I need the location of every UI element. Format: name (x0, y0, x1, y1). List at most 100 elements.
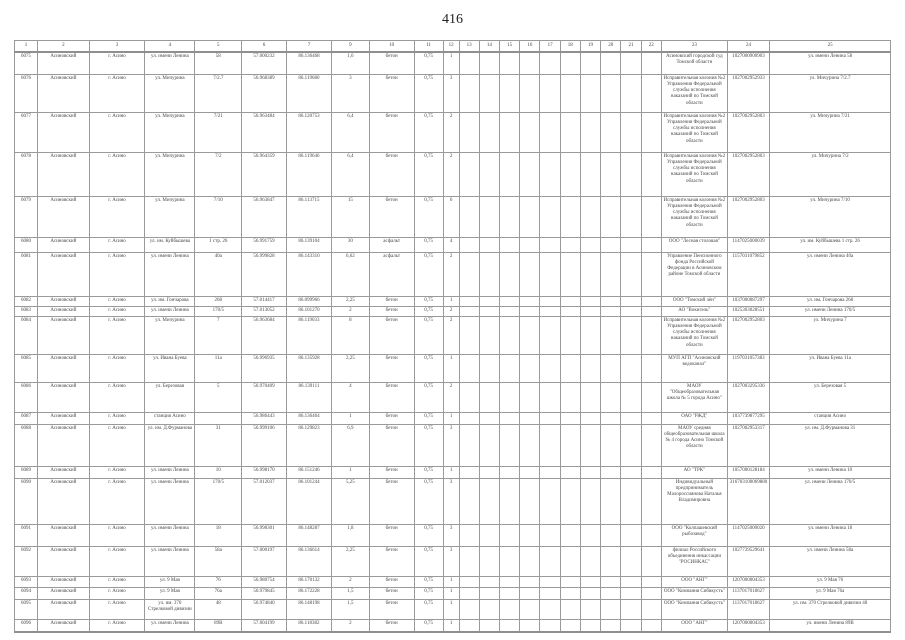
table-cell: 0,75 (413, 305, 444, 317)
table-cell: 1197031057383 (726, 353, 771, 383)
table-cell: 6093 (14, 575, 38, 588)
table-cell: 86.118382 (286, 618, 332, 633)
header-cell: 24 (726, 40, 771, 53)
table-cell (498, 251, 521, 297)
table-cell: ул. имени Ленина (144, 545, 196, 577)
table-cell: ул. Мичурина (144, 195, 196, 238)
table-cell (579, 73, 602, 113)
table-cell (539, 195, 561, 238)
header-cell: 20 (600, 40, 622, 53)
table-cell (539, 111, 561, 153)
header-cell: 2 (36, 40, 90, 53)
table-cell (579, 411, 602, 425)
table-cell: 0,75 (413, 353, 444, 383)
table-cell (539, 151, 561, 197)
table-cell: 56.998301 (241, 523, 287, 547)
table-cell (194, 411, 243, 425)
table-cell: 1057000128184 (726, 465, 771, 479)
table-cell: ООО "Компания Сибвкусть" (660, 586, 728, 600)
table-cell (640, 381, 662, 413)
table-cell: 86.148198 (286, 598, 332, 620)
table-cell: 6092 (14, 545, 38, 577)
table-cell (600, 575, 622, 588)
table-cell: г. Асино (88, 236, 146, 253)
table-cell (620, 111, 642, 153)
table-cell (458, 251, 480, 297)
table-cell: 0,75 (413, 477, 444, 525)
table-cell: станция Асино (144, 411, 196, 425)
header-cell: 11 (413, 40, 444, 53)
table-cell: 57.000197 (241, 545, 287, 577)
table-cell: 76а (194, 586, 243, 600)
table-cell (620, 618, 642, 633)
table-cell (458, 353, 480, 383)
table-cell (498, 195, 521, 238)
table-cell (519, 545, 541, 577)
table-cell: г. Асино (88, 381, 146, 413)
table-cell: 6075 (14, 51, 38, 75)
table-cell (539, 586, 561, 600)
table-cell: 1 (442, 575, 460, 588)
table-cell (579, 151, 602, 197)
table-cell: Асиновский (36, 598, 90, 620)
table-cell (539, 381, 561, 413)
table-cell: 1147025000039 (726, 236, 771, 253)
table-cell (620, 305, 642, 317)
table-cell: 0,75 (413, 618, 444, 633)
table-cell (600, 295, 622, 307)
table-cell (559, 381, 581, 413)
header-cell: 7 (286, 40, 332, 53)
header-cell: 1 (14, 40, 38, 53)
table-cell: ул. Ивана Буева 11а (769, 353, 891, 383)
table-cell: 2 (330, 618, 370, 633)
table-cell (458, 523, 480, 547)
table-cell: бетон (368, 465, 415, 479)
table-cell: 10 (194, 465, 243, 479)
table-cell (600, 598, 622, 620)
table-cell: ул. имени Ленина 170/5 (769, 305, 891, 317)
table-cell: Исправительная колония №2 Управления Фед… (660, 195, 728, 238)
table-cell: 56.980754 (241, 575, 287, 588)
table-cell: ул. имени Ленина 170/5 (769, 477, 891, 525)
table-cell (458, 305, 480, 317)
table-cell: ул. Мичурина 7/10 (769, 195, 891, 238)
table-cell: г. Асино (88, 586, 146, 600)
table-cell (519, 195, 541, 238)
table-cell: г. Асино (88, 305, 146, 317)
table-cell: 2,25 (330, 295, 370, 307)
table-cell (478, 195, 500, 238)
table-cell (600, 195, 622, 238)
table-cell: 86.119680 (286, 73, 332, 113)
table-cell: 3 (442, 73, 460, 113)
table-cell: 1027002952803 (726, 111, 771, 153)
table-cell (620, 423, 642, 467)
table-cell (458, 477, 480, 525)
table-cell: станция Асино (769, 411, 891, 425)
table-cell: 6,4 (330, 111, 370, 153)
table-cell (498, 523, 521, 547)
table-cell (620, 598, 642, 620)
table-row: 6095 Асиновский г. Асино ул. им. 370 Стрелк… (14, 598, 891, 620)
table-cell: 1 (442, 586, 460, 600)
table-cell (620, 575, 642, 588)
table-cell: бетон (368, 73, 415, 113)
table-cell (539, 423, 561, 467)
table-cell: ул. имени Ленина 40а (769, 251, 891, 297)
table-cell: Асиновский (36, 305, 90, 317)
table-cell: 1 (442, 598, 460, 620)
table-cell: ул. Мичурина (144, 151, 196, 197)
table-cell: 2 (442, 315, 460, 355)
table-cell (600, 465, 622, 479)
table-cell: 57.004199 (241, 618, 287, 633)
table-cell: 6091 (14, 523, 38, 547)
table-cell: г. Асино (88, 353, 146, 383)
table-cell (519, 465, 541, 479)
table-cell: 86.136468 (286, 51, 332, 75)
header-cell: 16 (519, 40, 541, 53)
table-cell (559, 465, 581, 479)
table-cell: ул. имени Ленина 10 (769, 465, 891, 479)
table-cell (539, 465, 561, 479)
table-cell: ул. 9 Мая 76 (769, 575, 891, 588)
table-cell (559, 315, 581, 355)
table-cell (458, 73, 480, 113)
